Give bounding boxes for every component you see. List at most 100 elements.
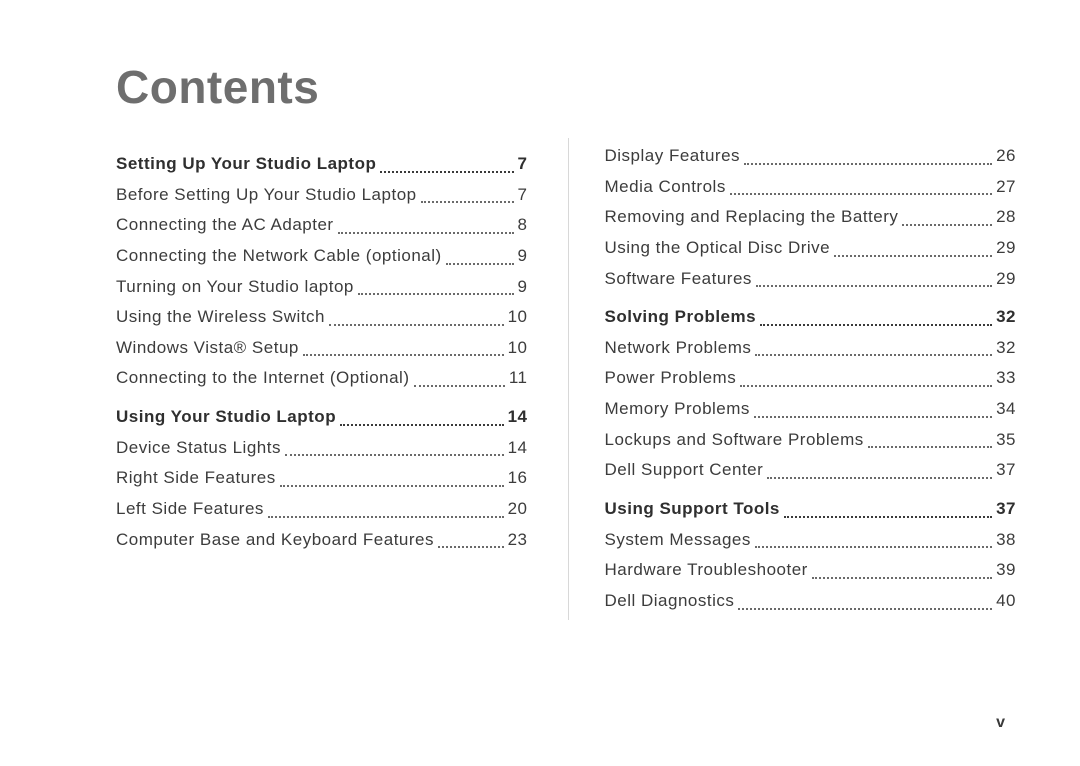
toc-leader [380,170,513,173]
toc-leader [340,423,504,426]
toc-leader [756,284,992,287]
toc-entry-page: 8 [518,213,528,238]
toc-entry-label: Using the Optical Disc Drive [605,236,831,261]
toc-entry-label: Removing and Replacing the Battery [605,205,899,230]
toc-leader [754,415,992,418]
toc-leader [868,445,992,448]
toc-entry: System Messages 38 [605,528,1017,553]
toc-entry: Using Your Studio Laptop 14 [116,405,528,430]
toc-entry: Hardware Troubleshooter 39 [605,558,1017,583]
toc-entry-page: 33 [996,366,1016,391]
page-number: v [996,714,1006,732]
toc-entry-label: Display Features [605,144,741,169]
toc-columns: Setting Up Your Studio Laptop 7 Before Set… [116,138,1016,620]
toc-entry-page: 9 [518,275,528,300]
toc-entry-page: 37 [996,458,1016,483]
toc-entry-page: 26 [996,144,1016,169]
toc-entry-page: 29 [996,267,1016,292]
toc-entry-label: Connecting to the Internet (Optional) [116,366,410,391]
toc-entry-label: Device Status Lights [116,436,281,461]
toc-entry-label: Computer Base and Keyboard Features [116,528,434,553]
toc-entry-page: 29 [996,236,1016,261]
toc-entry: Windows Vista® Setup 10 [116,336,528,361]
toc-entry-page: 11 [509,366,528,391]
toc-leader [760,323,992,326]
toc-entry: Media Controls27 [605,175,1017,200]
toc-entry-page: 23 [508,528,528,553]
toc-entry-page: 38 [996,528,1016,553]
toc-entry-label: Lockups and Software Problems [605,428,864,453]
toc-entry-label: Right Side Features [116,466,276,491]
toc-leader [767,476,992,479]
toc-entry: Dell Support Center 37 [605,458,1017,483]
toc-entry: Network Problems32 [605,336,1017,361]
toc-entry-label: Dell Support Center [605,458,764,483]
toc-leader [280,484,504,487]
toc-leader [755,353,992,356]
toc-entry-label: Media Controls [605,175,726,200]
toc-entry-page: 32 [996,336,1016,361]
toc-entry-page: 34 [996,397,1016,422]
toc-entry: Using the Wireless Switch10 [116,305,528,330]
toc-entry-page: 37 [996,497,1016,522]
toc-entry-page: 9 [518,244,528,269]
toc-leader [421,200,514,203]
toc-entry-label: Left Side Features [116,497,264,522]
toc-entry-page: 14 [508,405,528,430]
toc-leader [834,254,992,257]
toc-leader [740,384,992,387]
toc-entry-label: Using the Wireless Switch [116,305,325,330]
toc-leader [285,453,504,456]
toc-leader [446,262,514,265]
toc-entry-label: Software Features [605,267,752,292]
toc-entry: Memory Problems 34 [605,397,1017,422]
toc-entry-page: 39 [996,558,1016,583]
toc-entry-page: 35 [996,428,1016,453]
toc-leader [738,607,992,610]
toc-entry: Removing and Replacing the Battery 28 [605,205,1017,230]
toc-leader [755,545,992,548]
toc-entry: Using the Optical Disc Drive 29 [605,236,1017,261]
toc-entry-page: 28 [996,205,1016,230]
toc-entry-label: Setting Up Your Studio Laptop [116,152,376,177]
toc-entry-label: Hardware Troubleshooter [605,558,808,583]
toc-leader [329,323,504,326]
toc-leader [303,353,504,356]
toc-entry-label: Dell Diagnostics [605,589,735,614]
toc-entry-label: Windows Vista® Setup [116,336,299,361]
toc-entry-label: Power Problems [605,366,737,391]
toc-entry: Power Problems 33 [605,366,1017,391]
toc-entry-page: 40 [996,589,1016,614]
toc-entry: Connecting the Network Cable (optional) 9 [116,244,528,269]
toc-entry: Connecting the AC Adapter8 [116,213,528,238]
toc-entry: Turning on Your Studio laptop9 [116,275,528,300]
toc-leader [902,223,992,226]
toc-entry-page: 7 [518,152,528,177]
toc-entry-label: Connecting the Network Cable (optional) [116,244,442,269]
toc-entry: Device Status Lights14 [116,436,528,461]
toc-entry-page: 7 [518,183,528,208]
toc-leader [744,162,992,165]
toc-leader [268,515,504,518]
toc-entry: Using Support Tools 37 [605,497,1017,522]
toc-entry: Setting Up Your Studio Laptop 7 [116,152,528,177]
toc-entry-label: Before Setting Up Your Studio Laptop [116,183,417,208]
toc-entry: Connecting to the Internet (Optional) 11 [116,366,528,391]
toc-column-right: Display Features 26 Media Controls27 Removi… [568,138,1017,620]
toc-entry-label: Memory Problems [605,397,750,422]
toc-entry-label: Using Your Studio Laptop [116,405,336,430]
toc-entry-page: 10 [508,336,528,361]
toc-entry-page: 16 [508,466,528,491]
toc-entry: Solving Problems32 [605,305,1017,330]
page-container: Contents Setting Up Your Studio Laptop7B… [0,0,1080,766]
toc-leader [438,545,504,548]
toc-leader [414,384,505,387]
toc-entry: Lockups and Software Problems 35 [605,428,1017,453]
toc-entry-label: System Messages [605,528,751,553]
toc-entry: Software Features 29 [605,267,1017,292]
toc-entry: Left Side Features20 [116,497,528,522]
toc-entry-label: Solving Problems [605,305,757,330]
toc-leader [338,231,514,234]
toc-leader [730,192,992,195]
toc-entry-label: Using Support Tools [605,497,780,522]
